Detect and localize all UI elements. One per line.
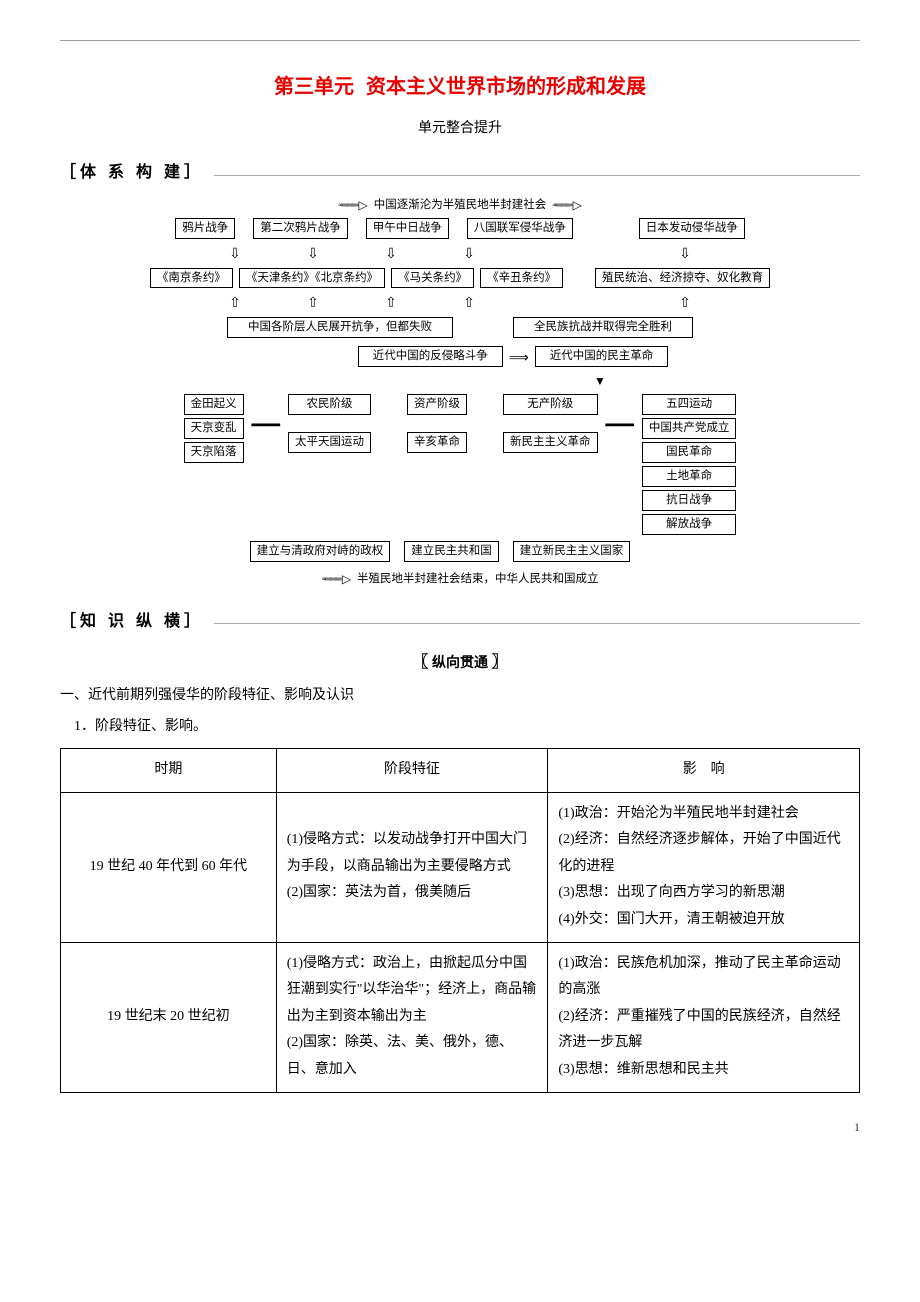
top-flow-text: 中国逐渐沦为半殖民地半封建社会 [374,196,547,214]
table-row: 19 世纪 40 年代到 60 年代 (1)侵略方式：以发动战争打开中国大门为手… [61,792,860,942]
down-arrow-icon: ⇩ [303,242,323,264]
table-row: 19 世纪末 20 世纪初 (1)侵略方式：政治上，由掀起瓜分中国狂潮到实行"以… [61,942,860,1092]
down-solid-arrow-icon: ▼ [594,372,606,391]
th-features: 阶段特征 [276,749,548,793]
cell-period: 19 世纪 40 年代到 60 年代 [61,792,277,942]
up-arrow-icon: ⇧ [225,291,245,313]
cell-features: (1)侵略方式：政治上，由掀起瓜分中国狂潮到实行"以华治华"；经济上，商品输出为… [276,942,548,1092]
concept-diagram: ◦◦═══▷ 中国逐渐沦为半殖民地半封建社会 ◦◦═══▷ 鸦片战争 第二次鸦片… [80,196,840,589]
cell-impact: (1)政治：开始沦为半殖民地半封建社会(2)经济：自然经济逐步解体，开始了中国近… [548,792,860,942]
war-box: 日本发动侵华战争 [639,218,745,239]
class-box: 资产阶级 [407,394,467,415]
right-arrow-icon: ⟹ [509,346,529,368]
war-box: 鸦片战争 [175,218,235,239]
event-box: 中国共产党成立 [642,418,737,439]
section-2-label: ［知 识 纵 横］ [60,609,204,635]
event-box: 解放战争 [642,514,737,535]
mid-box: 近代中国的民主革命 [535,346,669,367]
event-box: 金田起义 [184,394,244,415]
section-2-line [214,623,860,624]
movement-box: 新民主主义革命 [503,432,598,453]
bracket-icon: ─ [252,394,280,454]
page-number: 1 [60,1118,860,1137]
flow-arrow-icon: ◦◦═══▷ [321,570,351,589]
class-box: 农民阶级 [288,394,371,415]
jintian-column: 金田起义 天京变乱 天京陷落 [184,394,244,463]
up-arrow-icon: ⇧ [303,291,323,313]
war-box: 八国联军侵华战争 [467,218,573,239]
bottom-flow-text: 半殖民地半封建社会结束，中华人民共和国成立 [357,570,599,588]
war-box: 第二次鸦片战争 [253,218,348,239]
subtitle: 单元整合提升 [60,118,860,140]
outcome-box: 建立与清政府对峙的政权 [250,541,391,562]
heading-1: 一、近代前期列强侵华的阶段特征、影响及认识 [60,685,860,707]
cell-features: (1)侵略方式：以发动战争打开中国大门为手段，以商品输出为主要侵略方式(2)国家… [276,792,548,942]
treaty-box: 《辛丑条约》 [480,268,563,289]
event-box: 国民革命 [642,442,737,463]
movement-box: 太平天国运动 [288,432,371,453]
cell-impact: (1)政治：民族危机加深，推动了民主革命运动的高涨(2)经济：严重摧残了中国的民… [548,942,860,1092]
treaty-box: 《南京条约》 [150,268,233,289]
resist-box: 中国各阶层人民展开抗争，但都失败 [227,317,453,338]
event-box: 土地革命 [642,466,737,487]
cell-period: 19 世纪末 20 世纪初 [61,942,277,1092]
unit-number: 第三单元 [274,76,354,98]
down-arrow-icon: ⇩ [459,242,479,264]
th-period: 时期 [61,749,277,793]
class-box: 无产阶级 [503,394,598,415]
sub-pill-label: 纵向贯通 [432,656,488,671]
up-arrow-icon: ⇧ [381,291,401,313]
event-box: 天京变乱 [184,418,244,439]
down-arrow-icon: ⇩ [225,242,245,264]
up-arrow-icon: ⇧ [459,291,479,313]
section-1-heading: ［体 系 构 建］ [60,160,860,186]
section-2-heading: ［知 识 纵 横］ [60,609,860,635]
th-impact: 影 响 [548,749,860,793]
flow-arrow-icon: ◦◦═══▷ [552,196,582,215]
treaty-box: 《马关条约》 [391,268,474,289]
event-box: 天京陷落 [184,442,244,463]
flow-arrow-icon: ◦◦═══▷ [338,196,368,215]
bracket-left-icon: 〖 [412,654,428,671]
war-box: 甲午中日战争 [366,218,449,239]
section-1-line [214,175,860,176]
resist-box: 全民族抗战并取得完全胜利 [513,317,693,338]
bracket-right-icon: 〗 [492,654,508,671]
mid-box: 近代中国的反侵略斗争 [358,346,503,367]
unit-title: 资本主义世界市场的形成和发展 [366,76,646,98]
treaty-box: 殖民统治、经济掠夺、奴化教育 [595,268,770,289]
event-box: 五四运动 [642,394,737,415]
down-arrow-icon: ⇩ [381,242,401,264]
page-title: 第三单元 资本主义世界市场的形成和发展 [60,71,860,103]
top-rule [60,40,860,41]
section-1-label: ［体 系 构 建］ [60,160,204,186]
sub-pill-row: 〖 纵向贯通 〗 [60,650,860,676]
outcome-box: 建立民主共和国 [404,541,499,562]
right-events-column: 五四运动 中国共产党成立 国民革命 土地革命 抗日战争 解放战争 [642,394,737,535]
stage-table: 时期 阶段特征 影 响 19 世纪 40 年代到 60 年代 (1)侵略方式：以… [60,748,860,1093]
movement-box: 辛亥革命 [407,432,467,453]
up-arrow-icon: ⇧ [675,291,695,313]
event-box: 抗日战争 [642,490,737,511]
down-arrow-icon: ⇩ [675,242,695,264]
heading-2: 1．阶段特征、影响。 [60,716,860,738]
outcome-box: 建立新民主主义国家 [513,541,631,562]
treaty-box: 《天津条约》《北京条约》 [239,268,385,289]
bracket-icon: ─ [606,394,634,454]
